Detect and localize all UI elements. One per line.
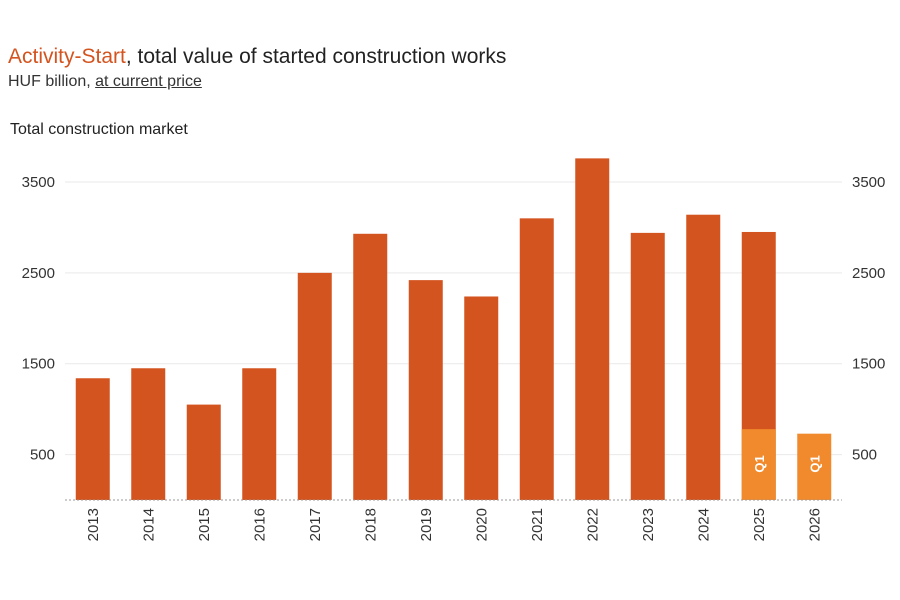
y-tick-label-left: 2500 bbox=[22, 265, 55, 282]
bar-2013 bbox=[75, 378, 110, 500]
x-tick-label-2025: 2025 bbox=[751, 508, 768, 541]
bar-2016 bbox=[242, 368, 277, 500]
x-tick-label-2026: 2026 bbox=[806, 508, 823, 541]
x-tick-label-2018: 2018 bbox=[362, 508, 379, 541]
bar-label-2025: Q1 bbox=[752, 455, 767, 472]
bar-2014 bbox=[131, 368, 166, 500]
subtitle-unit: HUF billion, bbox=[8, 73, 96, 90]
y-tick-label-right: 2500 bbox=[852, 265, 885, 282]
bar-2015 bbox=[186, 404, 221, 500]
x-tick-label-2020: 2020 bbox=[473, 508, 490, 541]
bar-2019 bbox=[408, 280, 443, 500]
title-rest: , total value of started construction wo… bbox=[125, 45, 507, 68]
bar-2024 bbox=[686, 214, 721, 501]
y-tick-label-right: 500 bbox=[852, 447, 877, 464]
y-tick-label-left: 1500 bbox=[22, 356, 55, 373]
bar-2018 bbox=[353, 233, 388, 500]
price-basis-link[interactable]: at current price bbox=[95, 73, 202, 90]
x-tick-label-2014: 2014 bbox=[140, 508, 157, 541]
x-tick-label-2016: 2016 bbox=[251, 508, 268, 541]
y-tick-label-right: 1500 bbox=[852, 356, 885, 373]
x-tick-label-2015: 2015 bbox=[196, 508, 213, 541]
chart-title: Activity-Start, total value of started c… bbox=[8, 45, 506, 69]
x-tick-label-2019: 2019 bbox=[418, 508, 435, 541]
panel-title: Total construction market bbox=[10, 121, 188, 138]
bar-2023 bbox=[630, 232, 665, 500]
y-tick-label-right: 3500 bbox=[852, 174, 885, 191]
x-tick-label-2022: 2022 bbox=[584, 508, 601, 541]
y-tick-label-left: 500 bbox=[30, 447, 55, 464]
bar-q1-2026 bbox=[797, 433, 832, 500]
x-tick-label-2021: 2021 bbox=[529, 508, 546, 541]
x-tick-label-2013: 2013 bbox=[85, 508, 102, 541]
chart-subtitle: HUF billion, at current price bbox=[8, 73, 202, 91]
x-tick-label-2024: 2024 bbox=[695, 508, 712, 541]
title-accent-link[interactable]: Activity-Start bbox=[8, 45, 126, 68]
x-tick-label-2017: 2017 bbox=[307, 508, 324, 541]
bar-2017 bbox=[297, 272, 332, 500]
bar-2022 bbox=[575, 158, 610, 500]
x-tick-label-2023: 2023 bbox=[640, 508, 657, 541]
bar-label-2026: Q1 bbox=[807, 455, 822, 472]
bar-2020 bbox=[464, 296, 499, 500]
bar-2021 bbox=[519, 218, 554, 501]
bar-q1-2025 bbox=[741, 429, 776, 500]
y-tick-label-left: 3500 bbox=[22, 174, 55, 191]
